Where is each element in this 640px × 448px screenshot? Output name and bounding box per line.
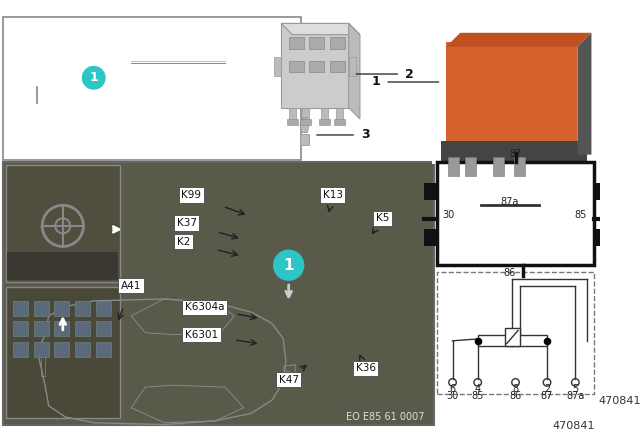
Bar <box>75 322 90 336</box>
Text: 5: 5 <box>572 383 579 394</box>
Text: 470841: 470841 <box>599 396 640 405</box>
Bar <box>432 14 596 164</box>
Bar <box>6 165 120 282</box>
Bar <box>34 342 49 357</box>
Bar <box>54 301 69 316</box>
Bar <box>3 162 434 425</box>
Bar <box>330 61 345 72</box>
Polygon shape <box>349 23 360 119</box>
Polygon shape <box>446 33 591 47</box>
Bar <box>34 322 49 336</box>
Bar <box>349 57 356 76</box>
Bar <box>300 119 311 125</box>
Bar <box>309 38 324 49</box>
Bar <box>448 157 460 176</box>
Bar <box>3 17 301 160</box>
Bar <box>75 342 90 357</box>
Text: 87a: 87a <box>500 197 518 207</box>
Text: K6301: K6301 <box>185 330 218 340</box>
Text: K5: K5 <box>376 213 389 224</box>
Bar <box>274 57 281 76</box>
Text: 2: 2 <box>544 383 550 394</box>
Bar <box>477 335 547 346</box>
Bar <box>333 119 345 125</box>
Bar <box>514 157 525 176</box>
Bar <box>436 272 595 394</box>
Text: 470841: 470841 <box>553 422 595 431</box>
Text: 87: 87 <box>541 391 553 401</box>
Bar <box>6 287 120 418</box>
Text: EO E85 61 0007: EO E85 61 0007 <box>346 412 424 422</box>
Text: 1: 1 <box>284 258 294 273</box>
Bar <box>75 301 90 316</box>
Text: 30: 30 <box>442 210 454 220</box>
Bar <box>319 119 330 125</box>
Text: 1: 1 <box>90 71 98 84</box>
Text: K37: K37 <box>177 218 196 228</box>
Bar <box>281 23 349 108</box>
Bar <box>289 108 296 121</box>
Bar <box>446 42 577 155</box>
Bar <box>13 322 28 336</box>
Bar <box>424 183 436 200</box>
Bar <box>13 342 28 357</box>
Bar <box>302 108 309 121</box>
Text: 6: 6 <box>449 383 456 394</box>
Text: 85: 85 <box>472 391 484 401</box>
Bar <box>95 301 111 316</box>
Bar <box>54 322 69 336</box>
Bar <box>493 157 504 176</box>
Polygon shape <box>300 125 309 132</box>
Bar <box>595 229 607 246</box>
Text: 86: 86 <box>503 268 515 278</box>
Text: 85: 85 <box>574 210 587 220</box>
Bar <box>335 108 343 121</box>
Circle shape <box>274 250 304 280</box>
Circle shape <box>83 67 105 89</box>
Bar <box>309 61 324 72</box>
Bar <box>13 301 28 316</box>
Text: K2: K2 <box>177 237 190 247</box>
Bar <box>465 157 476 176</box>
Text: K13: K13 <box>323 190 343 200</box>
Bar <box>95 342 111 357</box>
Text: 1: 1 <box>372 76 381 89</box>
Text: 86: 86 <box>509 391 522 401</box>
Text: 87a: 87a <box>566 391 584 401</box>
Bar <box>287 119 298 125</box>
Polygon shape <box>577 33 591 155</box>
Text: K47: K47 <box>278 375 299 384</box>
Text: K99: K99 <box>181 190 201 200</box>
Text: 4: 4 <box>475 383 481 394</box>
Bar <box>300 134 309 145</box>
Polygon shape <box>281 23 360 34</box>
Bar <box>436 162 595 265</box>
Bar <box>302 117 307 132</box>
Text: 2: 2 <box>405 68 413 81</box>
Text: 8: 8 <box>513 383 518 394</box>
Bar <box>424 229 436 246</box>
Bar <box>442 141 587 164</box>
Bar <box>95 322 111 336</box>
Text: K36: K36 <box>356 363 376 373</box>
Bar <box>289 61 304 72</box>
Bar <box>321 108 328 121</box>
Bar <box>8 252 118 280</box>
Text: A41: A41 <box>121 281 141 291</box>
Bar <box>595 183 607 200</box>
Text: 30: 30 <box>447 391 459 401</box>
Bar <box>505 327 520 346</box>
Bar <box>54 342 69 357</box>
Text: K6304a: K6304a <box>184 302 224 312</box>
Text: 87: 87 <box>509 149 522 159</box>
Bar <box>289 38 304 49</box>
Bar <box>34 301 49 316</box>
Bar <box>330 38 345 49</box>
Text: 3: 3 <box>361 129 369 142</box>
